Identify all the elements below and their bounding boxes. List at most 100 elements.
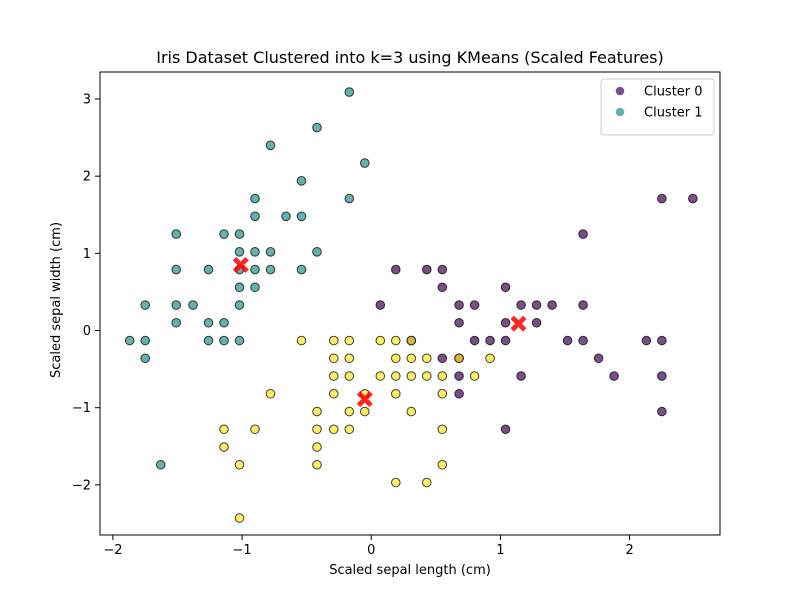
data-point [390, 371, 401, 381]
data-point [188, 300, 198, 310]
x-tick-label: 2 [625, 543, 633, 558]
data-point [485, 335, 495, 346]
data-point [578, 335, 588, 346]
data-point [454, 388, 464, 399]
data-point [250, 424, 260, 435]
data-point [250, 211, 260, 222]
data-point [234, 229, 245, 239]
data-point [657, 406, 667, 417]
data-point [500, 335, 511, 346]
data-point [375, 335, 386, 346]
plot-area: −2 −1 0 1 2 −2 −1 0 1 2 3 Cluster 0 Cluster 1 [72, 71, 721, 558]
data-point [296, 211, 307, 222]
data-point [312, 406, 322, 417]
centroid-markers [232, 256, 527, 408]
data-point [657, 371, 667, 381]
data-point [265, 247, 276, 257]
x-tick-label: 0 [367, 543, 375, 558]
data-point [281, 211, 291, 222]
centroid-marker [232, 256, 249, 273]
data-point [155, 459, 166, 470]
data-point [328, 335, 339, 346]
data-point [171, 300, 182, 310]
data-point [454, 300, 464, 310]
data-point [171, 317, 182, 328]
data-point [437, 264, 448, 275]
data-point [657, 335, 667, 346]
data-point [421, 371, 432, 381]
data-point [203, 335, 214, 346]
data-point [688, 193, 698, 204]
data-point [124, 335, 135, 346]
axes-frame [99, 71, 721, 536]
data-point [344, 335, 355, 346]
data-point [219, 335, 229, 346]
data-point [421, 353, 432, 364]
y-tick-label: 0 [83, 324, 91, 339]
data-point [219, 424, 229, 435]
x-axis-label: Scaled sepal length (cm) [329, 563, 491, 578]
data-point [375, 371, 386, 381]
data-point [344, 406, 355, 417]
data-point [203, 317, 214, 328]
legend-marker [615, 107, 625, 117]
data-point [390, 353, 401, 364]
data-point [500, 424, 511, 435]
data-point [265, 388, 276, 399]
data-point [578, 300, 588, 310]
x-tick-label: 1 [496, 543, 504, 558]
data-point [140, 353, 151, 364]
data-point [437, 353, 448, 364]
data-points [124, 87, 698, 523]
data-point [406, 353, 417, 364]
data-point [421, 264, 432, 275]
data-point [390, 477, 401, 488]
data-point [390, 388, 401, 399]
data-point [250, 247, 260, 257]
legend-label: Cluster 1 [644, 106, 703, 121]
data-point [312, 442, 322, 452]
data-point [562, 335, 573, 346]
data-point [390, 264, 401, 275]
series-2-points [219, 335, 495, 523]
data-point [328, 371, 339, 381]
data-point [375, 300, 386, 310]
data-point [250, 264, 260, 275]
data-point [437, 388, 448, 399]
series-1-points [124, 87, 370, 470]
data-point [593, 353, 604, 364]
data-point [454, 353, 464, 364]
y-tick-label: −2 [72, 478, 91, 493]
data-point [500, 282, 511, 293]
legend-marker [615, 86, 625, 96]
chart-title: Iris Dataset Clustered into k=3 using KM… [156, 48, 663, 67]
data-point [140, 300, 151, 310]
data-point [516, 371, 526, 381]
data-point [171, 229, 182, 239]
legend: Cluster 0 Cluster 1 [600, 78, 715, 136]
data-point [641, 335, 652, 346]
data-point [437, 282, 448, 293]
data-point [234, 300, 245, 310]
data-point [312, 424, 322, 435]
data-point [437, 424, 448, 435]
data-point [359, 406, 370, 417]
data-point [219, 442, 229, 452]
data-point [265, 140, 276, 151]
data-point [250, 282, 260, 293]
y-tick-label: −1 [72, 401, 91, 416]
y-tick-label: 2 [83, 170, 91, 185]
data-point [454, 317, 464, 328]
data-point [312, 459, 322, 470]
x-tick-label: −2 [103, 543, 122, 558]
legend-box [600, 78, 715, 136]
data-point [609, 371, 619, 381]
data-point [234, 247, 245, 257]
data-point [234, 282, 245, 293]
data-point [234, 459, 245, 470]
y-tick-label: 3 [83, 93, 91, 108]
data-point [406, 335, 417, 346]
data-point [469, 371, 480, 381]
data-point [219, 317, 229, 328]
